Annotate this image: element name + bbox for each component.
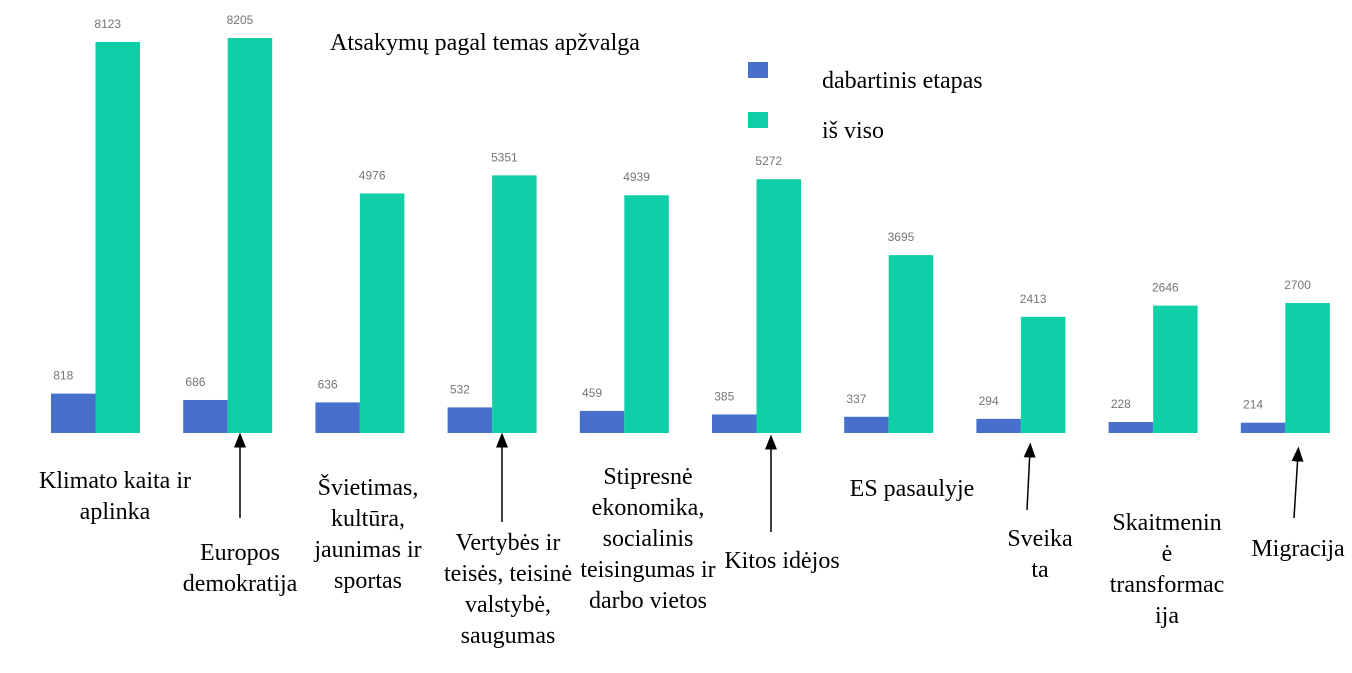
bar (624, 195, 669, 433)
bar (756, 179, 801, 433)
value-label: 4976 (359, 168, 386, 182)
value-label: 459 (582, 386, 602, 400)
x-tick-label: Sveika ta (1007, 526, 1073, 583)
bar (1153, 305, 1198, 433)
arrows (234, 432, 1304, 532)
bar (315, 402, 360, 433)
legend-swatch (748, 62, 768, 78)
bar (227, 38, 273, 433)
bar (1108, 422, 1154, 433)
value-label: 5272 (755, 154, 782, 168)
value-label: 294 (979, 394, 999, 408)
bar (1020, 316, 1066, 433)
value-label: 228 (1111, 397, 1131, 411)
x-tick-label: Stipresnė ekonomika, socialinis teisingu… (580, 464, 716, 614)
bar (579, 410, 625, 433)
x-tick-label: Europos demokratija (182, 540, 298, 597)
arrow (1291, 446, 1304, 519)
arrow (1023, 442, 1036, 511)
value-label: 818 (53, 369, 73, 383)
bar (1285, 303, 1330, 433)
x-tick-label: Klimato kaita ir aplinka (39, 468, 191, 525)
legend-swatch (748, 112, 768, 128)
x-tick-label: Vertybės ir teisės, teisinė valstybė, sa… (444, 530, 572, 649)
value-label: 4939 (623, 170, 650, 184)
bar (447, 407, 493, 433)
legend-label: iš viso (822, 118, 884, 144)
x-tick-label: Migracija (1251, 536, 1345, 562)
value-label: 2646 (1152, 281, 1179, 295)
value-label: 686 (185, 375, 205, 389)
value-label: 2700 (1284, 278, 1311, 292)
value-label: 2413 (1020, 292, 1047, 306)
value-label: 214 (1243, 398, 1263, 412)
value-label: 8123 (94, 17, 121, 31)
bar (51, 393, 96, 433)
chart-title: Atsakymų pagal temas apžvalga (330, 30, 640, 56)
bar (976, 418, 1021, 433)
value-label: 337 (846, 392, 866, 406)
value-label: 385 (714, 389, 734, 403)
value-label: 8205 (227, 13, 254, 27)
x-tick-label: Skaitmenin ė transformac ija (1109, 510, 1225, 629)
x-tick-label: ES pasaulyje (849, 476, 975, 502)
x-tick-label: Švietimas, kultūra, jaunimas ir sportas (314, 475, 422, 594)
value-label: 3695 (888, 230, 915, 244)
bar (492, 175, 537, 433)
bar (712, 414, 757, 433)
bar (95, 41, 140, 433)
bar (359, 193, 405, 433)
value-label: 532 (450, 382, 470, 396)
bar (888, 255, 934, 433)
bar (183, 399, 228, 433)
bar (1240, 422, 1286, 433)
value-label: 636 (318, 377, 338, 391)
bar (844, 416, 889, 433)
value-label: 5351 (491, 150, 518, 164)
x-tick-label: Kitos idėjos (724, 548, 840, 574)
legend-label: dabartinis etapas (822, 68, 983, 94)
